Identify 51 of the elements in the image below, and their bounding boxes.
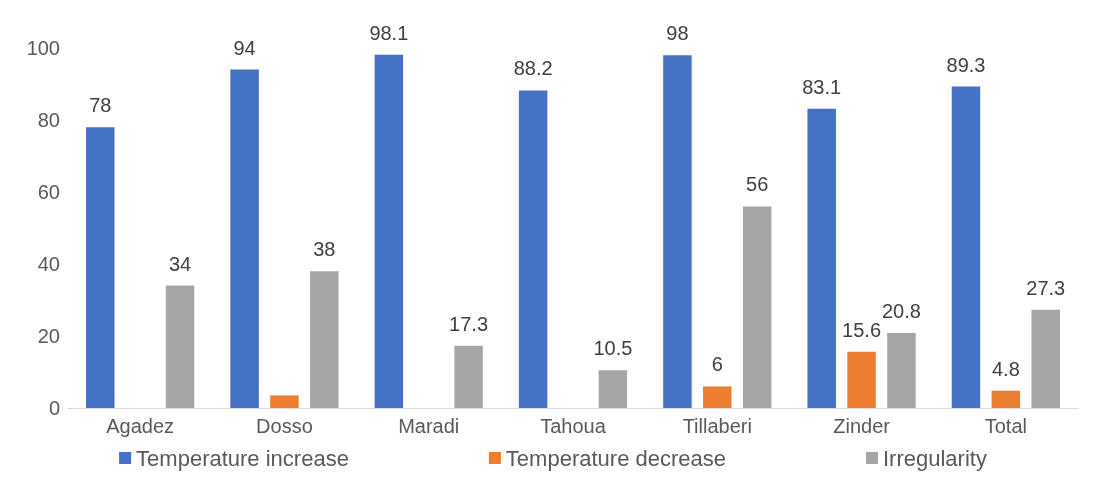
data-label: 83.1 <box>802 75 842 98</box>
y-tick-label: 20 <box>37 325 60 347</box>
x-tick-label: Total <box>984 415 1027 437</box>
y-tick-label: 60 <box>37 181 60 203</box>
y-tick-label: 80 <box>37 109 60 131</box>
x-tick-label: Tillaberi <box>682 415 752 437</box>
data-label: 89.3 <box>946 53 986 76</box>
bar <box>887 333 916 408</box>
bar <box>847 351 876 408</box>
bar <box>703 386 732 408</box>
bar <box>807 108 836 408</box>
data-label: 38 <box>313 238 336 261</box>
bar <box>742 206 772 408</box>
data-label: 98 <box>666 22 689 45</box>
x-tick-label: Tahoua <box>540 415 607 437</box>
data-label: 94 <box>233 36 256 59</box>
y-tick-label: 40 <box>37 253 60 275</box>
y-tick-label: 100 <box>26 37 60 59</box>
data-label: 20.8 <box>881 300 921 323</box>
data-label: 15.6 <box>842 318 882 341</box>
legend-label: Temperature increase <box>136 445 349 471</box>
data-label: 4.8 <box>991 357 1020 380</box>
x-tick-label: Dosso <box>256 415 313 437</box>
data-label: 27.3 <box>1026 276 1066 299</box>
x-tick-label: Maradi <box>398 415 460 437</box>
data-label: 6 <box>711 353 723 376</box>
bar <box>518 90 548 408</box>
bar <box>663 55 692 408</box>
bar <box>310 271 339 408</box>
x-tick-label: Zinder <box>833 415 891 437</box>
bar <box>374 54 404 408</box>
bar <box>230 69 259 408</box>
data-label: 34 <box>168 252 192 275</box>
legend-label: Temperature decrease <box>505 445 726 471</box>
bar <box>991 390 1021 408</box>
bar <box>951 86 981 408</box>
y-tick-label: 0 <box>48 397 60 419</box>
bar <box>1031 309 1060 408</box>
bar <box>165 285 195 408</box>
data-label: 88.2 <box>513 57 553 80</box>
data-label: 78 <box>89 94 112 117</box>
bar <box>270 395 299 408</box>
bar <box>454 345 483 408</box>
legend-label: Irregularity <box>882 445 987 471</box>
data-label: 56 <box>746 173 769 196</box>
data-label: 17.3 <box>449 312 489 335</box>
bar <box>598 370 628 408</box>
data-label: 98.1 <box>369 21 409 44</box>
data-label: 10.5 <box>593 337 633 360</box>
x-tick-label: Agadez <box>106 415 175 437</box>
bar <box>86 127 115 408</box>
